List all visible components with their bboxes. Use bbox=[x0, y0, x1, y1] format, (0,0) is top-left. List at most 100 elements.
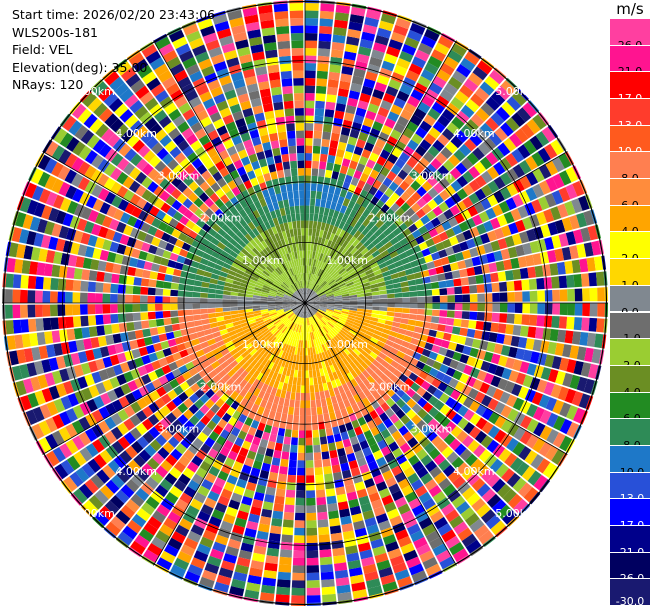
velocity-gate bbox=[149, 271, 159, 280]
velocity-gate bbox=[275, 116, 286, 126]
velocity-gate bbox=[306, 572, 320, 581]
velocity-gate bbox=[368, 340, 377, 348]
velocity-gate bbox=[432, 139, 445, 152]
velocity-gate bbox=[442, 483, 456, 497]
velocity-gate bbox=[389, 212, 400, 223]
velocity-gate bbox=[222, 299, 231, 303]
velocity-gate bbox=[298, 437, 305, 446]
velocity-gate bbox=[506, 437, 519, 452]
velocity-gate bbox=[363, 78, 376, 89]
velocity-gate bbox=[427, 187, 439, 199]
velocity-gate bbox=[517, 144, 531, 159]
velocity-gate bbox=[349, 292, 357, 296]
velocity-gate bbox=[353, 348, 361, 356]
velocity-gate bbox=[361, 321, 370, 327]
velocity-gate bbox=[319, 307, 327, 311]
velocity-gate bbox=[496, 333, 505, 344]
velocity-gate bbox=[402, 243, 412, 252]
velocity-gate bbox=[366, 202, 375, 212]
velocity-gate bbox=[408, 63, 423, 76]
velocity-gate bbox=[305, 123, 314, 131]
velocity-gate bbox=[314, 331, 319, 339]
velocity-gate bbox=[311, 296, 319, 300]
velocity-gate bbox=[342, 300, 350, 303]
velocity-gate bbox=[349, 310, 357, 314]
velocity-gate bbox=[372, 121, 384, 132]
velocity-gate bbox=[283, 436, 291, 445]
velocity-gate bbox=[534, 327, 544, 340]
velocity-gate bbox=[373, 228, 383, 238]
velocity-gate bbox=[381, 392, 391, 402]
velocity-gate bbox=[478, 530, 494, 545]
velocity-gate bbox=[531, 391, 544, 406]
velocity-gate bbox=[476, 312, 485, 321]
velocity-gate bbox=[490, 375, 502, 388]
velocity-gate bbox=[270, 426, 279, 435]
velocity-gate bbox=[320, 237, 326, 246]
velocity-gate bbox=[334, 479, 344, 488]
velocity-gate bbox=[451, 270, 461, 279]
velocity-gate bbox=[350, 326, 359, 333]
velocity-gate bbox=[498, 281, 508, 292]
velocity-gate bbox=[358, 156, 369, 166]
velocity-gate bbox=[345, 216, 354, 225]
velocity-gate bbox=[364, 299, 373, 303]
velocity-gate bbox=[120, 332, 129, 342]
velocity-gate bbox=[371, 205, 380, 216]
velocity-gate bbox=[519, 231, 530, 244]
velocity-gate bbox=[117, 304, 126, 313]
velocity-gate bbox=[361, 149, 372, 159]
velocity-gate bbox=[382, 254, 392, 262]
velocity-gate bbox=[331, 315, 340, 320]
velocity-gate bbox=[28, 318, 37, 332]
velocity-gate bbox=[148, 279, 157, 288]
velocity-gate bbox=[288, 467, 297, 476]
velocity-gate bbox=[368, 492, 381, 503]
velocity-gate bbox=[401, 393, 411, 404]
velocity-gate bbox=[428, 447, 441, 460]
velocity-gate bbox=[503, 211, 515, 224]
range-ring-label: 2.00km bbox=[369, 212, 411, 225]
velocity-gate bbox=[460, 104, 475, 119]
velocity-gate bbox=[423, 114, 437, 127]
velocity-gate bbox=[349, 236, 357, 245]
velocity-gate bbox=[523, 487, 539, 503]
velocity-gate bbox=[328, 279, 336, 286]
velocity-gate bbox=[404, 377, 415, 388]
velocity-gate bbox=[522, 349, 533, 362]
velocity-gate bbox=[305, 400, 311, 409]
velocity-gate bbox=[433, 423, 445, 435]
velocity-gate bbox=[522, 102, 537, 118]
velocity-gate bbox=[339, 359, 346, 368]
velocity-gate bbox=[417, 303, 426, 309]
velocity-gate bbox=[378, 488, 391, 499]
velocity-gate bbox=[342, 296, 350, 299]
velocity-gate bbox=[437, 324, 446, 332]
velocity-gate bbox=[489, 458, 504, 473]
velocity-gate bbox=[317, 277, 323, 285]
velocity-gate bbox=[472, 214, 483, 226]
velocity-gate bbox=[565, 166, 579, 183]
velocity-gate bbox=[427, 418, 439, 430]
velocity-gate bbox=[384, 279, 393, 286]
velocity-gate bbox=[569, 345, 580, 359]
velocity-gate bbox=[454, 310, 463, 319]
velocity-gate bbox=[298, 183, 305, 191]
velocity-gate bbox=[430, 158, 442, 170]
velocity-gate bbox=[324, 473, 334, 482]
velocity-gate bbox=[326, 293, 334, 297]
velocity-gate bbox=[457, 417, 469, 430]
velocity-gate bbox=[428, 351, 438, 361]
velocity-gate bbox=[413, 163, 425, 175]
velocity-gate bbox=[418, 225, 428, 235]
velocity-gate bbox=[469, 303, 478, 311]
velocity-gate bbox=[435, 354, 445, 364]
velocity-gate bbox=[317, 214, 324, 223]
velocity-gate bbox=[187, 327, 197, 335]
velocity-gate bbox=[480, 360, 491, 372]
velocity-gate bbox=[469, 294, 478, 302]
velocity-gate bbox=[356, 138, 366, 149]
velocity-gate bbox=[424, 28, 440, 42]
velocity-gate bbox=[483, 137, 497, 151]
velocity-gate bbox=[420, 472, 433, 485]
